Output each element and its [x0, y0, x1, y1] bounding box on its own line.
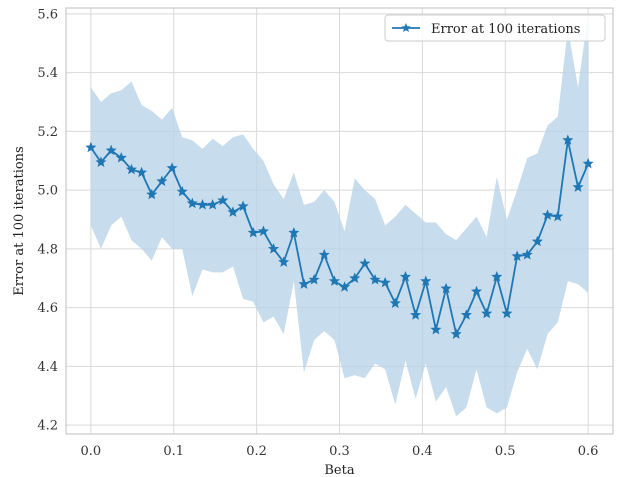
tick-labels: 0.0 0.1 0.2 0.3 0.4 0.5 0.6 4.2 4.4 4.6 4.8 5.0 5.2 5… [37, 7, 598, 459]
data-point-marker [146, 188, 158, 200]
legend-star-marker [401, 23, 411, 33]
data-point-marker [399, 271, 411, 282]
x-tick-label: 0.6 [578, 444, 599, 459]
data-point-marker [379, 276, 391, 288]
y-tick-label: 5.4 [37, 66, 58, 81]
data-point-marker [156, 175, 168, 187]
data-point-marker [572, 181, 584, 192]
y-tick-label: 4.8 [37, 242, 58, 257]
legend: Error at 100 iterations [384, 14, 606, 42]
data-point-marker [207, 199, 219, 210]
data-point-marker [196, 199, 209, 210]
data-point-marker [430, 323, 442, 335]
data-point-marker [470, 285, 483, 297]
data-point-marker [288, 226, 300, 238]
data-point-marker [420, 275, 432, 286]
data-point-marker [460, 309, 472, 320]
data-point-marker [328, 275, 340, 286]
x-tick-label: 0.0 [81, 444, 102, 459]
data-point-marker [257, 225, 269, 236]
data-point-marker [389, 297, 401, 308]
data-point-marker [105, 144, 117, 156]
data-point-marker [359, 257, 371, 269]
x-tick-label: 0.3 [329, 444, 350, 459]
data-point-marker [136, 166, 148, 178]
data-point-marker [227, 206, 239, 217]
x-tick-label: 0.2 [246, 444, 267, 459]
series-layer [85, 134, 594, 339]
data-point-marker [511, 250, 523, 261]
data-point-marker [521, 248, 533, 260]
x-tick-label: 0.4 [412, 444, 433, 459]
data-point-marker [217, 194, 229, 206]
legend-box [384, 14, 606, 42]
data-point-marker [481, 307, 493, 319]
data-point-marker [318, 248, 330, 260]
data-point-marker [450, 328, 462, 339]
data-point-marker [186, 197, 198, 209]
y-tick-label: 4.4 [37, 360, 58, 375]
data-point-marker [440, 282, 452, 294]
data-point-marker [237, 200, 249, 212]
data-point-marker [491, 271, 503, 282]
data-point-marker [278, 256, 290, 267]
x-tick-label: 0.1 [163, 444, 184, 459]
data-point-marker [562, 134, 574, 145]
data-point-marker [85, 141, 97, 153]
data-point-marker [298, 278, 310, 289]
legend-label: Error at 100 iterations [431, 22, 580, 37]
data-point-marker [369, 273, 381, 285]
series-line [90, 139, 589, 336]
data-point-marker [582, 157, 594, 169]
data-point-marker [268, 243, 280, 254]
x-axis-label: Beta [324, 463, 354, 477]
data-point-marker [501, 307, 513, 319]
y-tick-label: 5.0 [37, 184, 58, 199]
y-tick-label: 5.2 [37, 125, 58, 140]
y-tick-label: 4.2 [37, 419, 58, 434]
data-point-marker [339, 281, 351, 292]
data-point-marker [247, 226, 259, 238]
y-tick-label: 5.6 [37, 7, 58, 22]
data-point-marker [308, 273, 320, 285]
data-point-marker [176, 185, 188, 197]
confidence-band-layer [90, 13, 589, 417]
plot-frame [65, 7, 614, 435]
data-point-marker [115, 152, 127, 163]
data-point-marker [95, 156, 107, 167]
data-point-marker [552, 210, 564, 222]
y-tick-label: 4.6 [37, 301, 58, 316]
data-point-marker [125, 163, 137, 175]
data-point-marker [166, 162, 178, 173]
x-tick-label: 0.5 [495, 444, 516, 459]
y-axis-label: Error at 100 iterations [12, 146, 27, 295]
data-point-marker [410, 309, 422, 320]
data-point-marker [531, 235, 543, 247]
confidence-band [90, 13, 589, 417]
data-point-marker [349, 272, 361, 283]
data-point-marker [542, 209, 554, 220]
